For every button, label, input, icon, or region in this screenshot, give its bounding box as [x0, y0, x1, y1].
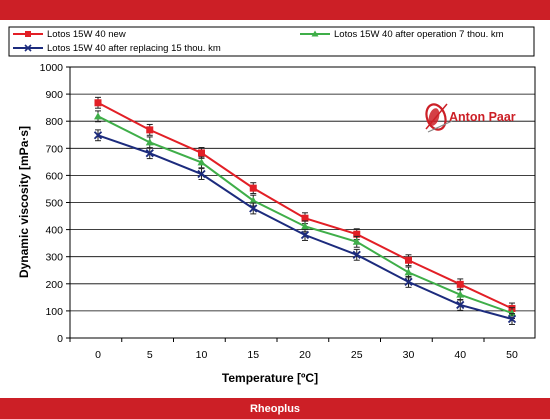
x-axis-title: Temperature [ºC]	[222, 371, 318, 385]
x-tick-label: 15	[247, 349, 259, 361]
data-point	[456, 300, 465, 310]
top-bar	[0, 0, 550, 20]
y-tick-label: 100	[45, 306, 63, 318]
data-point	[508, 309, 516, 317]
data-point	[249, 184, 257, 192]
logo-text: Anton Paar	[449, 110, 516, 124]
x-tick-label: 30	[403, 349, 415, 361]
series-1	[94, 110, 516, 319]
y-tick-labels: 0 100 200 300 400 500 600 700 800 900 1000	[40, 62, 64, 345]
data-point	[404, 277, 413, 287]
legend-marker-operation	[311, 30, 319, 37]
data-point	[94, 99, 102, 107]
y-tick-label: 500	[45, 198, 63, 210]
legend-marker-replacing	[24, 44, 32, 52]
x-tick-label: 25	[351, 349, 363, 361]
anton-paar-logo: Anton Paar	[425, 103, 516, 133]
legend-marker-new	[25, 31, 31, 37]
legend-entry-operation: Lotos 15W 40 after operation 7 thou. km	[300, 29, 504, 40]
data-point	[249, 196, 258, 204]
logo-emblem	[425, 103, 453, 133]
y-tick-label: 0	[57, 333, 63, 345]
legend-label-operation: Lotos 15W 40 after operation 7 thou. km	[334, 29, 504, 40]
series-0	[94, 96, 516, 315]
data-point	[456, 280, 464, 288]
legend-label-replacing: Lotos 15W 40 after replacing 15 thou. km	[47, 43, 221, 54]
data-point	[507, 314, 517, 324]
legend: Lotos 15W 40 new Lotos 15W 40 after oper…	[8, 26, 535, 57]
x-tick-label: 20	[299, 349, 311, 361]
viscosity-chart: Lotos 15W 40 new Lotos 15W 40 after oper…	[8, 26, 536, 385]
data-point	[197, 158, 206, 166]
data-point	[249, 204, 258, 213]
data-point	[456, 290, 465, 298]
data-point	[146, 126, 154, 134]
x-tick-label: 5	[147, 349, 153, 361]
bottom-bar: Rheoplus	[0, 398, 550, 419]
x-tick-label: 50	[506, 349, 518, 361]
data-point	[404, 268, 413, 276]
data-point	[94, 112, 102, 120]
legend-entry-replacing: Lotos 15W 40 after replacing 15 thou. km	[13, 43, 221, 54]
footer-label: Rheoplus	[249, 402, 301, 415]
y-tick-label: 200	[45, 279, 63, 291]
y-tick-label: 700	[45, 143, 63, 155]
data-point	[145, 138, 154, 146]
y-tick-label: 400	[45, 225, 63, 237]
data-point	[301, 214, 309, 222]
data-point	[198, 149, 205, 157]
y-tick-label: 800	[45, 116, 63, 128]
legend-label-new: Lotos 15W 40 new	[47, 29, 126, 40]
data-point	[93, 131, 103, 140]
y-tick-label: 900	[45, 89, 63, 101]
x-tick-labels: 0 5 10 15 20 25 30 40 50	[95, 349, 518, 361]
y-tick-label: 1000	[40, 62, 64, 74]
data-point	[300, 230, 310, 240]
x-tick-label: 10	[196, 349, 208, 361]
data-point	[352, 237, 361, 245]
x-tick-label: 40	[454, 349, 466, 361]
x-tick-label: 0	[95, 349, 101, 361]
series-2	[93, 129, 517, 325]
data-point	[145, 149, 154, 158]
data-point	[197, 169, 206, 179]
data-point	[352, 250, 361, 259]
data-point	[301, 222, 309, 230]
x-tick-marks	[69, 338, 485, 342]
legend-entry-new: Lotos 15W 40 new	[13, 29, 126, 40]
y-tick-label: 300	[45, 252, 63, 264]
y-tick-label: 600	[45, 170, 63, 182]
legend-box	[8, 26, 535, 57]
data-point	[353, 230, 361, 238]
data-point	[405, 256, 412, 264]
series	[93, 96, 517, 325]
y-axis-title: Dynamic viscosity [mPa·s]	[17, 126, 31, 278]
